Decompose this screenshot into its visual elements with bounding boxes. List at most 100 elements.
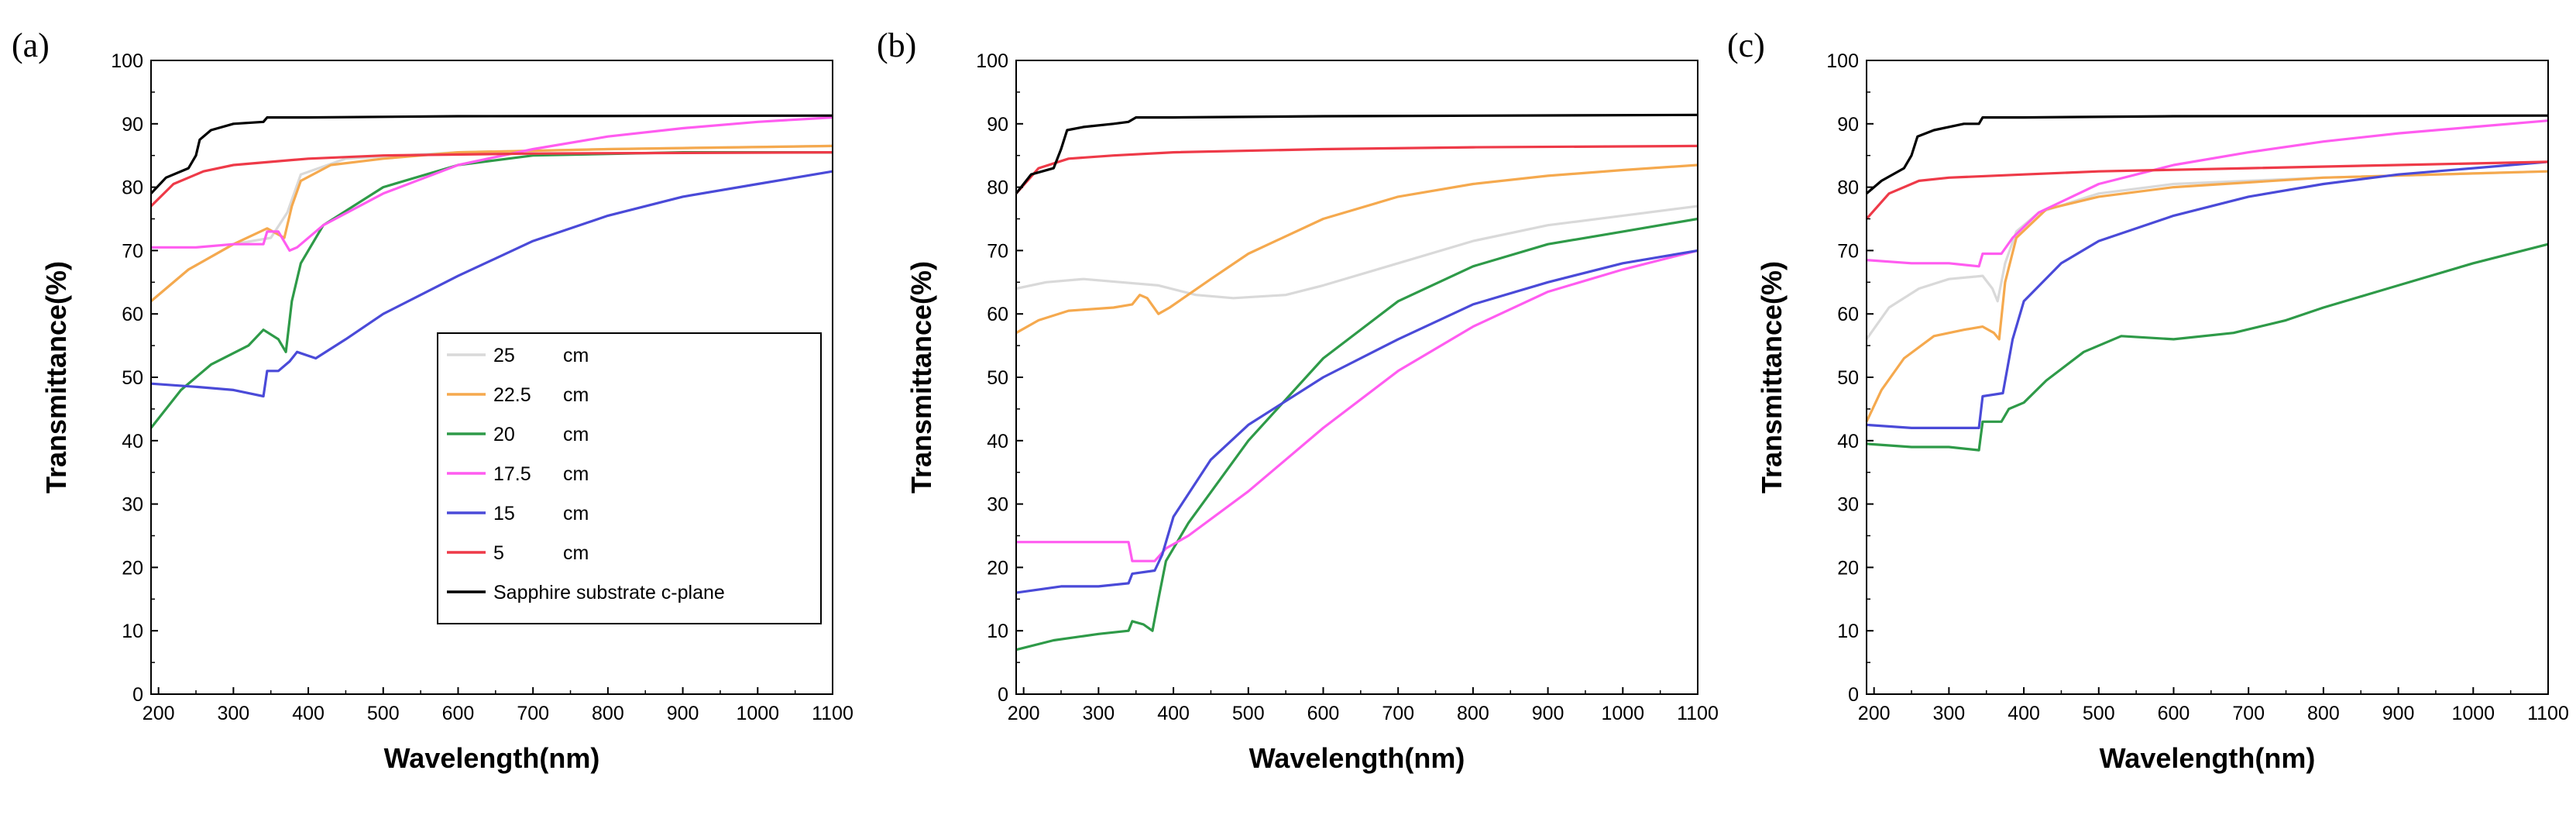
y-tick-label: 70 [1837,240,1859,262]
y-tick-label: 60 [122,304,143,325]
x-axis-label: Wavelength(nm) [2100,742,2316,774]
legend-label: 15 [493,503,515,524]
y-tick-label: 0 [1848,684,1859,706]
x-tick-label: 900 [667,703,699,724]
series-line [149,114,833,194]
series-line [1865,170,2549,340]
series-line [149,151,833,429]
series-line [1015,249,1698,594]
legend: 25 cm 22.5 cm 20 cm 17.5 cm 15 cm 5 cm Sapphire subs… [437,332,822,624]
legend-label: 22.5 [493,384,531,406]
x-tick-label: 300 [218,703,250,724]
series-line [1015,205,1698,300]
x-tick-label: 600 [442,703,475,724]
legend-label: 17.5 [493,463,531,485]
y-axis-label: Transmittance(%) [1756,261,1788,493]
series-line [149,144,833,303]
panel-label: (b) [877,26,916,64]
y-tick-label: 90 [987,114,1008,136]
y-tick-label: 0 [998,684,1008,706]
y-tick-label: 40 [122,431,143,452]
x-tick-label: 300 [1083,703,1115,724]
y-tick-label: 60 [987,304,1008,325]
legend-unit: cm [563,463,589,485]
y-tick-label: 80 [1837,177,1859,199]
x-tick-label: 900 [2382,703,2415,724]
legend-label: 20 [493,424,515,445]
x-tick-label: 200 [1858,703,1891,724]
legend-unit: cm [563,503,589,524]
x-tick-label: 1000 [1601,703,1644,724]
legend-unit: cm [563,384,589,406]
x-tick-label: 1000 [2451,703,2495,724]
x-tick-label: 400 [2008,703,2040,724]
series-line [1865,114,2549,195]
series-line [1015,163,1698,335]
x-tick-label: 1100 [2527,703,2569,724]
x-tick-label: 800 [1457,703,1489,724]
series-line [151,116,833,252]
x-axis-label: Wavelength(nm) [384,742,600,774]
x-tick-label: 1100 [812,703,854,724]
series-line [1866,119,2549,268]
series-line [1015,113,1698,194]
x-tick-label: 1000 [736,703,779,724]
y-tick-label: 40 [1837,431,1859,452]
x-tick-label: 700 [1382,703,1414,724]
panel-label: (c) [1727,26,1765,64]
y-tick-label: 60 [1837,304,1859,325]
chart-panel: (a) 0 10 20 30 40 50 60 70 80 90 100 200 300 400 500 600… [12,26,854,774]
x-tick-label: 200 [143,703,175,724]
y-tick-label: 50 [1837,367,1859,389]
plot-frame [1866,60,2549,695]
legend-label: 25 [493,345,515,366]
series-line [1866,160,2549,429]
x-tick-label: 600 [1307,703,1340,724]
x-tick-label: 800 [592,703,624,724]
series-line [149,144,833,303]
y-tick-label: 70 [122,240,143,262]
series-line [149,151,833,208]
chart-panel: (c) 0 10 20 30 40 50 60 70 80 90 100 200 300 400 500 600… [1727,26,2569,774]
legend-unit: cm [563,542,589,564]
x-tick-label: 200 [1008,703,1040,724]
x-tick-label: 700 [517,703,549,724]
x-tick-label: 500 [1232,703,1265,724]
x-tick-label: 400 [1157,703,1190,724]
x-tick-label: 1100 [1677,703,1719,724]
y-tick-label: 100 [976,50,1008,72]
series-line [1865,170,2549,422]
x-tick-label: 300 [1933,703,1966,724]
y-tick-label: 10 [987,621,1008,642]
y-axis-label: Transmittance(%) [40,261,72,493]
y-tick-label: 80 [987,177,1008,199]
y-tick-label: 30 [987,494,1008,516]
legend-label: 5 [493,542,504,564]
series-line [1015,217,1698,652]
legend-box [437,332,822,624]
y-tick-label: 20 [987,557,1008,579]
y-tick-label: 50 [987,367,1008,389]
legend-unit: cm [563,424,589,445]
y-tick-label: 20 [122,557,143,579]
y-tick-label: 90 [1837,114,1859,136]
y-tick-label: 40 [987,431,1008,452]
y-tick-label: 50 [122,367,143,389]
series-line [1866,242,2549,452]
x-tick-label: 500 [367,703,400,724]
y-tick-label: 10 [1837,621,1859,642]
y-tick-label: 30 [1837,494,1859,516]
series-line [150,170,833,398]
y-tick-label: 80 [122,177,143,199]
x-axis-label: Wavelength(nm) [1249,742,1465,774]
y-tick-label: 30 [122,494,143,516]
y-tick-label: 90 [122,114,143,136]
series-line [1015,144,1698,194]
x-tick-label: 500 [2083,703,2115,724]
y-tick-label: 20 [1837,557,1859,579]
series-line [1865,160,2549,220]
y-tick-label: 100 [1826,50,1859,72]
panel-label: (a) [12,26,50,64]
legend-label: Sapphire substrate c-plane [493,582,725,604]
